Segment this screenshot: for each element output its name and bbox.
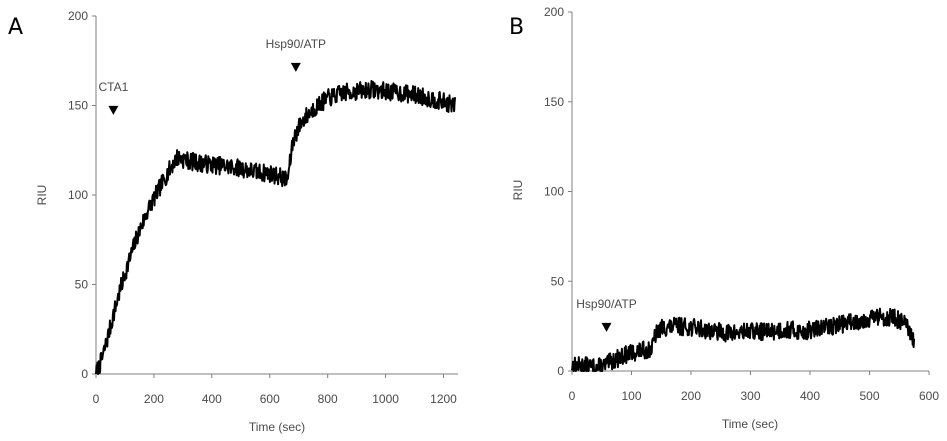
- panel-b-series-line: [571, 307, 916, 372]
- panel-a-x-axis-title: Time (sec): [249, 420, 305, 434]
- panel-a-annotation-marker-icon: [108, 105, 119, 115]
- panel-b-ticks: 0 100 200 300 400 500 600 0 50 100 150 200: [544, 5, 939, 403]
- panel-a-y-tick-label: 0: [81, 367, 88, 381]
- panel-a-ticks: 0 200 400 600 800 1000 1200 0 50 100 150 200: [68, 9, 457, 406]
- panel-b: B 0 100 200 300 400 500 600 0 50 100 150 200 Time (…: [509, 5, 939, 431]
- panel-a-annotation-label: CTA1: [98, 80, 128, 94]
- panel-b-x-axis-title: Time (sec): [722, 417, 778, 431]
- panel-a-x-tick-label: 600: [260, 392, 280, 406]
- panel-b-annotations: Hsp90/ATP: [576, 297, 637, 332]
- panel-b-x-tick-label: 100: [621, 389, 641, 403]
- panel-a-annotations: CTA1 Hsp90/ATP: [98, 37, 326, 115]
- panel-b-label: B: [509, 15, 524, 40]
- panel-b-x-tick-label: 600: [919, 389, 939, 403]
- panel-a-x-tick-label: 400: [202, 392, 222, 406]
- panel-b-x-tick-label: 400: [800, 389, 820, 403]
- panel-a-series-line: [95, 80, 457, 375]
- panel-b-y-tick-label: 0: [557, 364, 564, 378]
- panel-a-y-tick-label: 100: [68, 188, 88, 202]
- panel-b-x-tick-label: 200: [681, 389, 701, 403]
- panel-a: A 0 200 400 600 800 1000 1200 0 50 100 150 200 Time…: [8, 9, 458, 434]
- panel-b-y-tick-label: 50: [551, 274, 565, 288]
- panel-a-label: A: [8, 15, 23, 40]
- panel-a-x-tick-label: 800: [318, 392, 338, 406]
- panel-b-annotation-marker-icon: [601, 322, 612, 332]
- panel-b-y-tick-label: 200: [544, 5, 564, 19]
- panel-a-y-axis-title: RIU: [35, 185, 49, 206]
- panel-b-y-tick-label: 100: [544, 185, 564, 199]
- panel-a-y-tick-label: 200: [68, 9, 88, 23]
- panel-b-x-tick-label: 0: [569, 389, 576, 403]
- panel-a-y-tick-label: 150: [68, 99, 88, 113]
- panel-b-x-tick-label: 300: [740, 389, 760, 403]
- panel-a-x-tick-label: 0: [93, 392, 100, 406]
- panel-b-annotation-label: Hsp90/ATP: [576, 297, 636, 311]
- panel-a-annotation-label: Hsp90/ATP: [266, 37, 326, 51]
- panel-a-annotation-marker-icon: [290, 62, 301, 72]
- panel-a-x-tick-label: 1000: [372, 392, 399, 406]
- panel-b-y-tick-label: 150: [544, 95, 564, 109]
- panel-b-y-axis-title: RIU: [511, 180, 525, 201]
- panel-b-x-tick-label: 500: [859, 389, 879, 403]
- panel-a-x-tick-label: 1200: [430, 392, 457, 406]
- panel-a-y-tick-label: 50: [75, 278, 89, 292]
- panel-a-x-tick-label: 200: [144, 392, 164, 406]
